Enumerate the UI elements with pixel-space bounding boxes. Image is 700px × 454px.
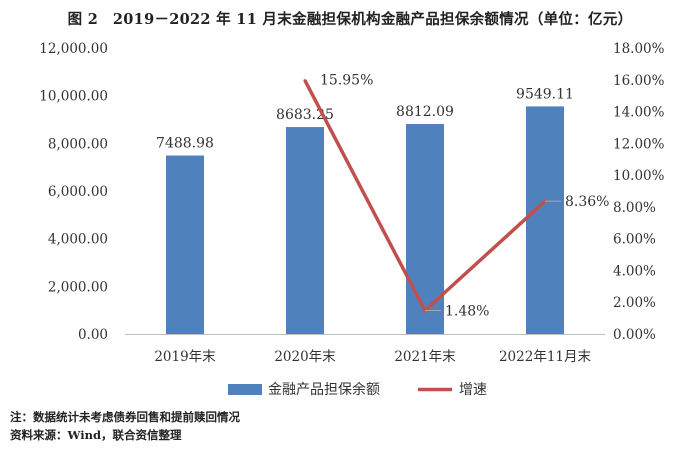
y-left-tick-label: 0.00 (78, 327, 108, 343)
y-left-tick-label: 6,000.00 (48, 184, 108, 200)
y-right-tick-label: 2.00% (613, 295, 656, 311)
y-left-tick-label: 2,000.00 (48, 279, 108, 295)
line-value-label: 8.36% (565, 194, 609, 210)
y-right-tick-label: 16.00% (613, 73, 665, 89)
footnote-source: 资料来源：Wind，联合资信整理 (10, 428, 182, 442)
y-left-tick-label: 10,000.00 (39, 89, 108, 105)
figure-title: 图 2 2019－2022 年 11 月末金融担保机构金融产品担保余额情况（单位… (67, 11, 633, 28)
y-right-tick-label: 4.00% (613, 263, 656, 279)
legend-label-bar: 金融产品担保余额 (268, 381, 380, 398)
y-right-tick-label: 0.00% (613, 327, 656, 343)
bar-value-label: 9549.11 (516, 86, 574, 102)
y-right-tick-label: 12.00% (613, 136, 665, 152)
y-right-tick-label: 18.00% (613, 41, 665, 57)
y-right-tick-label: 10.00% (613, 168, 665, 184)
bar (166, 155, 204, 334)
bar-value-label: 8812.09 (396, 104, 454, 120)
x-tick-label: 2019年末 (154, 349, 216, 365)
growth-point (303, 79, 307, 83)
y-left-tick-label: 4,000.00 (48, 232, 108, 248)
y-right-tick-label: 8.00% (613, 200, 656, 216)
x-tick-label: 2022年11月末 (499, 349, 592, 365)
chart: 0.00 2,000.00 4,000.00 6,000.00 8,000.00 10,0… (39, 41, 665, 398)
line-value-label: 1.48% (445, 303, 489, 319)
bar (526, 106, 564, 335)
footnote: 注：数据统计未考虑债券回售和提前赎回情况 资料来源：Wind，联合资信整理 (10, 408, 240, 444)
y-left-tick-label: 8,000.00 (48, 136, 108, 152)
x-tick-label: 2020年末 (274, 349, 336, 365)
legend-swatch-bar (228, 384, 262, 395)
x-tick-label: 2021年末 (394, 349, 456, 365)
legend-label-line: 增速 (459, 382, 487, 398)
bar-value-label: 7488.98 (156, 136, 214, 152)
y-right-tick-label: 14.00% (613, 105, 665, 121)
bar (406, 123, 444, 335)
line-value-label: 15.95% (320, 73, 373, 89)
y-left-tick-label: 12,000.00 (39, 41, 108, 57)
bar (286, 127, 324, 334)
y-right-tick-label: 6.00% (613, 232, 656, 248)
footnote-note: 注：数据统计未考虑债券回售和提前赎回情况 (10, 410, 240, 424)
